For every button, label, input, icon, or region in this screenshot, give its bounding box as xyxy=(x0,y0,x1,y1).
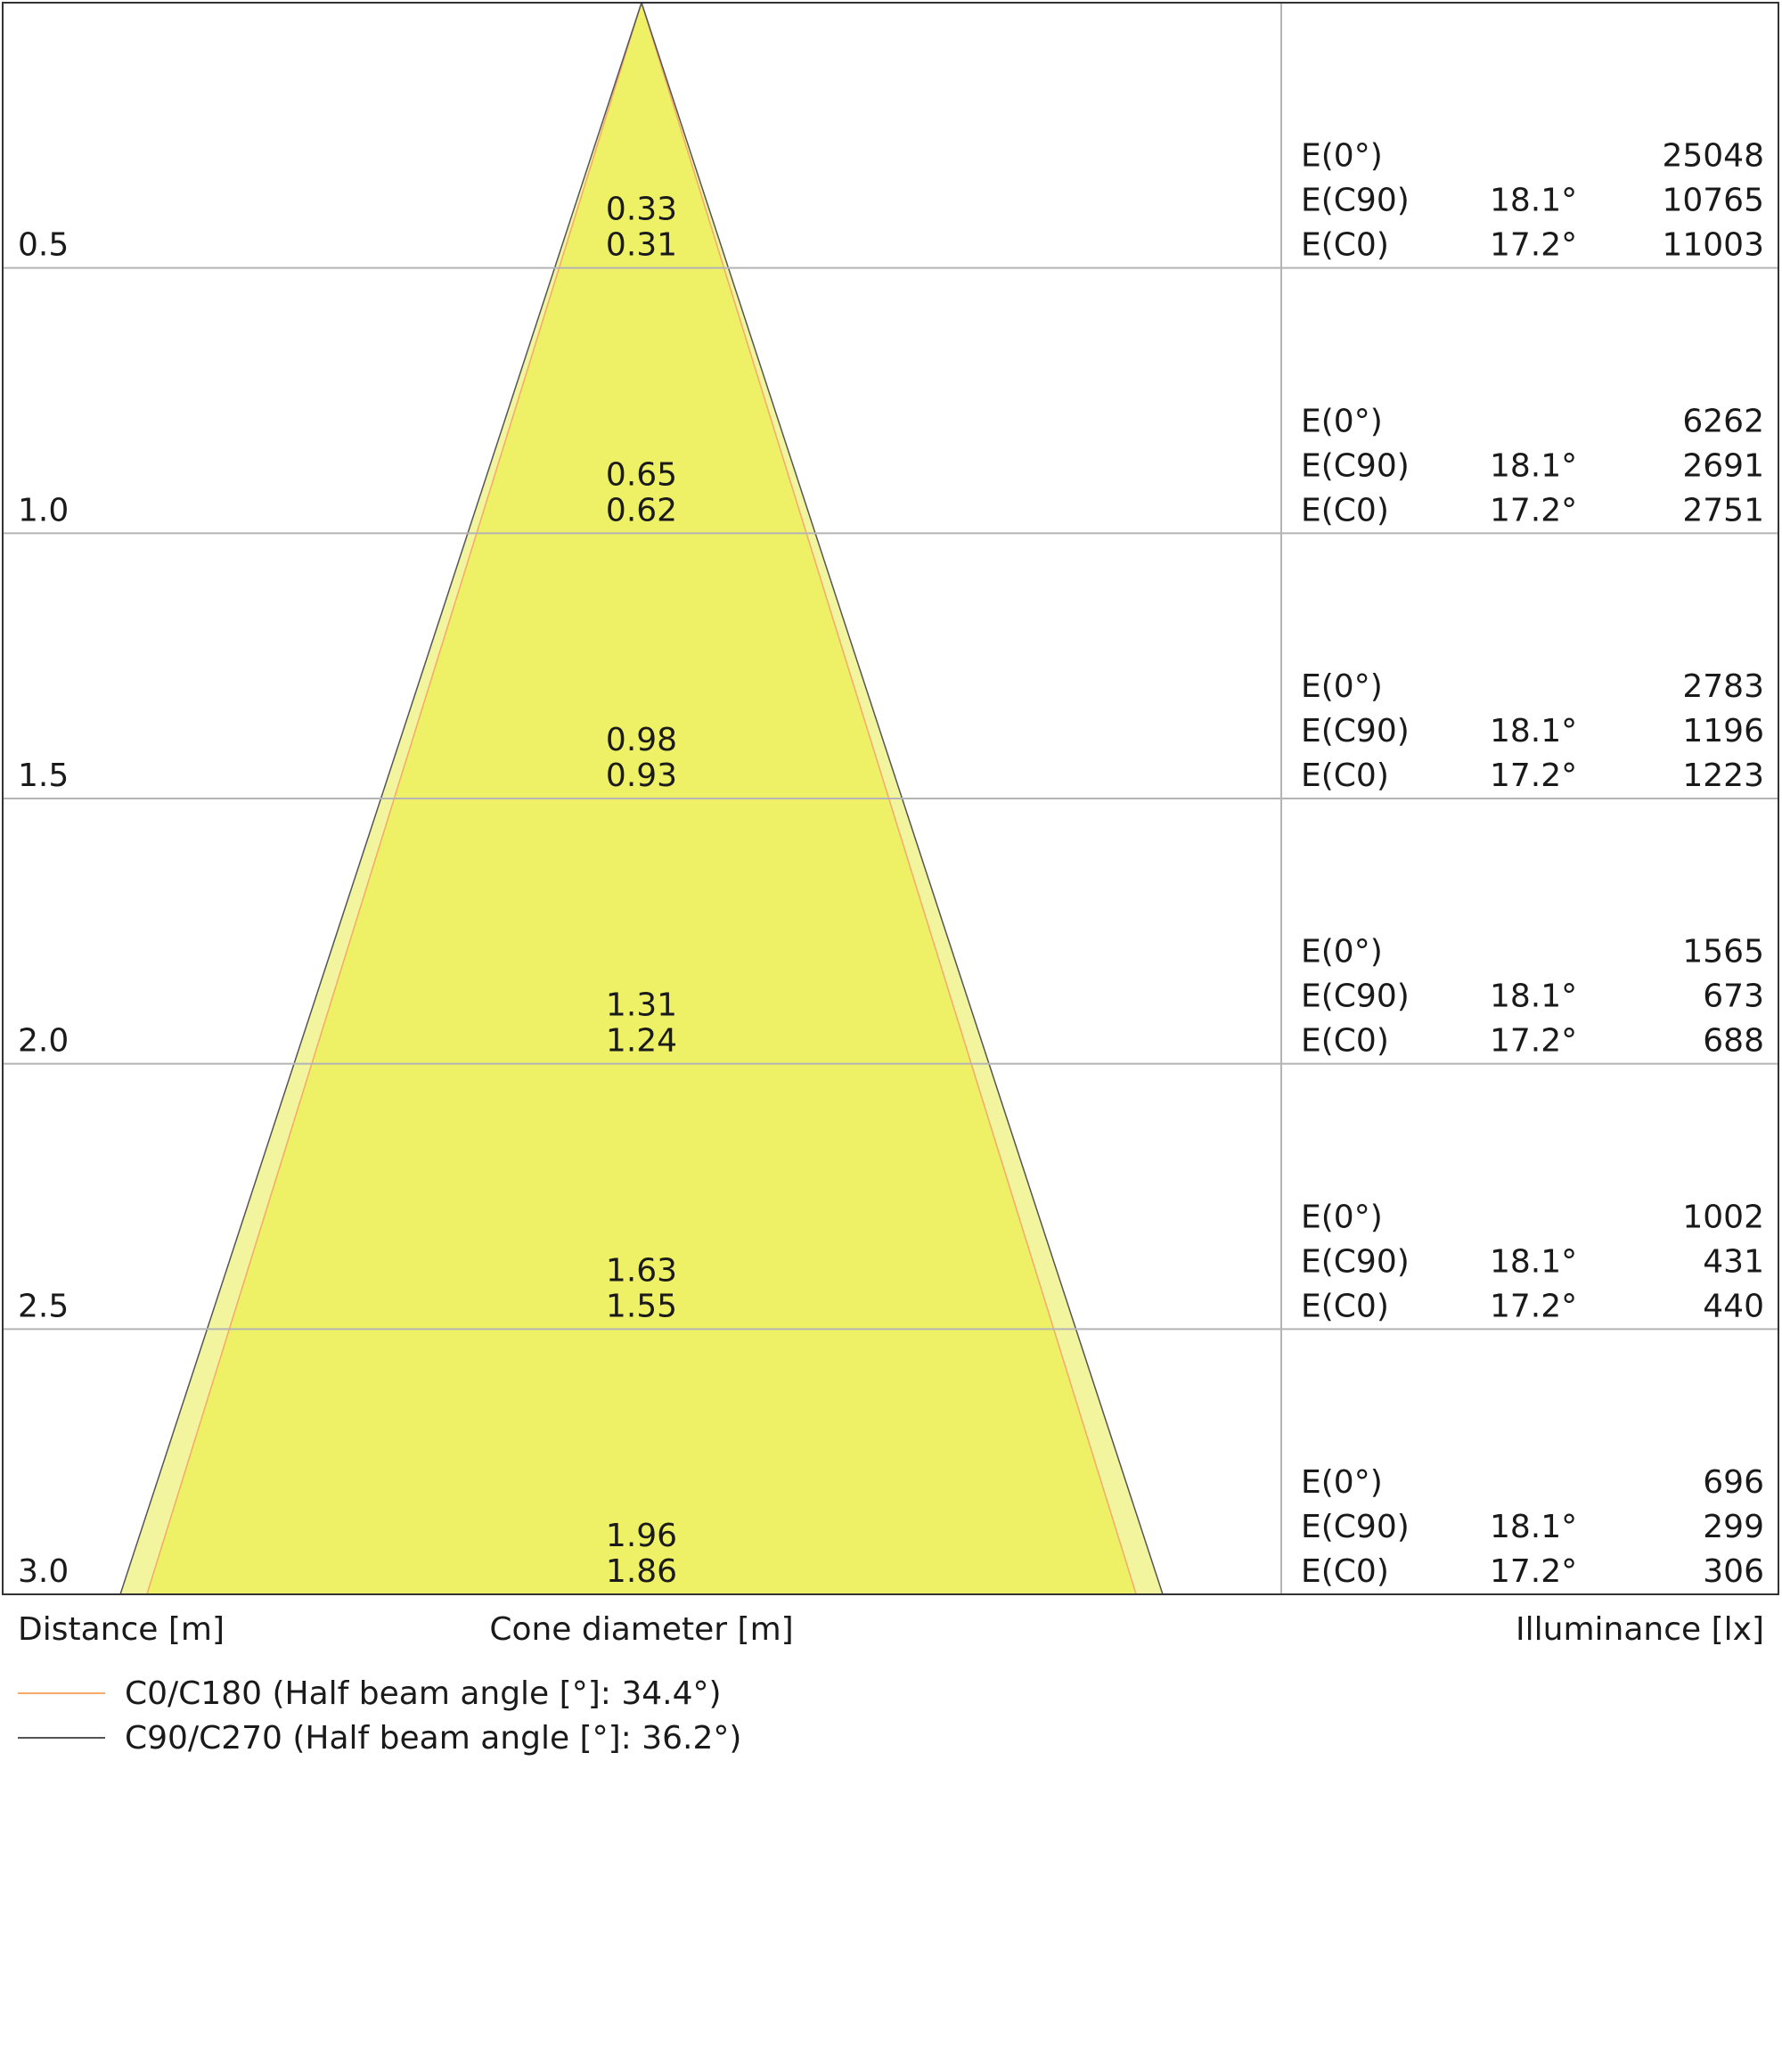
illuminance-row-angle: 17.2° xyxy=(1490,1023,1577,1060)
illuminance-row-label: E(0°) xyxy=(1301,138,1383,175)
illuminance-value: 2751 xyxy=(1682,492,1764,528)
illuminance-row-angle: 18.1° xyxy=(1490,979,1577,1015)
distance-axis-label: Distance [m] xyxy=(18,1611,225,1648)
cone-diameter-c0: 0.93 xyxy=(606,758,677,794)
illuminance-value: 1196 xyxy=(1682,713,1764,749)
legend-label-c0: C0/C180 (Half beam angle [°]: 34.4°) xyxy=(125,1675,722,1712)
cone-diameter-c90: 0.33 xyxy=(606,192,677,228)
illuminance-row-angle: 17.2° xyxy=(1490,227,1577,264)
illuminance-row-label: E(C90) xyxy=(1301,1243,1410,1280)
illuminance-value: 1565 xyxy=(1682,934,1764,970)
distance-label: 2.0 xyxy=(18,1023,69,1060)
illuminance-row-label: E(C0) xyxy=(1301,1553,1389,1590)
illuminance-row-label: E(C0) xyxy=(1301,227,1389,264)
illuminance-row-angle: 18.1° xyxy=(1490,1509,1577,1545)
illuminance-value: 688 xyxy=(1703,1023,1764,1060)
legend-label-c90: C90/C270 (Half beam angle [°]: 36.2°) xyxy=(125,1720,741,1757)
illuminance-row-angle: 17.2° xyxy=(1490,492,1577,528)
illuminance-value: 1002 xyxy=(1682,1199,1764,1235)
illuminance-row-angle: 17.2° xyxy=(1490,1288,1577,1324)
illuminance-row-label: E(C0) xyxy=(1301,1288,1389,1324)
cone-diameter-c0: 0.31 xyxy=(606,227,677,264)
chart-frame xyxy=(2,2,1779,1595)
illuminance-row-angle: 18.1° xyxy=(1490,183,1577,219)
illuminance-row-label: E(C0) xyxy=(1301,492,1389,528)
illuminance-value: 2691 xyxy=(1682,447,1764,484)
illuminance-value: 299 xyxy=(1703,1509,1764,1545)
illuminance-row-angle: 17.2° xyxy=(1490,1553,1577,1590)
illuminance-row-angle: 18.1° xyxy=(1490,447,1577,484)
illuminance-row-label: E(C90) xyxy=(1301,447,1410,484)
legend: C0/C180 (Half beam angle [°]: 34.4°) C90/… xyxy=(18,1675,741,1757)
illuminance-value: 11003 xyxy=(1662,227,1764,264)
illuminance-value: 1223 xyxy=(1682,758,1764,794)
illuminance-value: 25048 xyxy=(1662,138,1764,175)
illuminance-value: 2783 xyxy=(1682,668,1764,705)
cone-diameter-c90: 0.65 xyxy=(606,456,677,493)
illuminance-row-label: E(C0) xyxy=(1301,758,1389,794)
distance-label: 2.5 xyxy=(18,1288,69,1324)
illuminance-row-label: E(C90) xyxy=(1301,1509,1410,1545)
illuminance-value: 6262 xyxy=(1682,403,1764,439)
cone-diameter-c90: 0.98 xyxy=(606,722,677,758)
illuminance-value: 306 xyxy=(1703,1553,1764,1590)
illuminance-value: 673 xyxy=(1703,979,1764,1015)
illuminance-row-label: E(C90) xyxy=(1301,183,1410,219)
grid-layer xyxy=(2,2,1779,1595)
cone-axis-label: Cone diameter [m] xyxy=(489,1611,793,1648)
distance-label: 0.5 xyxy=(18,227,69,264)
cone-diameter-c0: 1.24 xyxy=(606,1023,677,1060)
cone-diameter-c0: 0.62 xyxy=(606,492,677,528)
illuminance-row-label: E(C90) xyxy=(1301,979,1410,1015)
illuminance-row-label: E(0°) xyxy=(1301,668,1383,705)
illuminance-row-label: E(0°) xyxy=(1301,1199,1383,1235)
distance-label: 1.0 xyxy=(18,492,69,528)
distance-label: 3.0 xyxy=(18,1553,69,1590)
illuminance-row-label: E(C90) xyxy=(1301,713,1410,749)
distance-label: 1.5 xyxy=(18,758,69,794)
illuminance-row-angle: 18.1° xyxy=(1490,713,1577,749)
illuminance-axis-label: Illuminance [lx] xyxy=(1516,1611,1764,1648)
illuminance-row-label: E(C0) xyxy=(1301,1023,1389,1060)
cone-diameter-c90: 1.96 xyxy=(606,1518,677,1554)
illuminance-row-label: E(0°) xyxy=(1301,1464,1383,1501)
illuminance-value: 440 xyxy=(1703,1288,1764,1324)
cone-diameter-c90: 1.63 xyxy=(606,1252,677,1289)
cone-diameter-c0: 1.55 xyxy=(606,1288,677,1324)
label-layer: 0.5 0.330.31 E(0°) 25048 E(C90) 18.1° 10765 E(C… xyxy=(18,138,1764,1648)
illuminance-row-label: E(0°) xyxy=(1301,403,1383,439)
illuminance-row-angle: 17.2° xyxy=(1490,758,1577,794)
illuminance-row-label: E(0°) xyxy=(1301,934,1383,970)
illuminance-value: 696 xyxy=(1703,1464,1764,1501)
illuminance-value: 431 xyxy=(1703,1243,1764,1280)
cone-diameter-c90: 1.31 xyxy=(606,987,677,1024)
illuminance-row-angle: 18.1° xyxy=(1490,1243,1577,1280)
cone-diameter-c0: 1.86 xyxy=(606,1553,677,1590)
illuminance-value: 10765 xyxy=(1662,183,1764,219)
